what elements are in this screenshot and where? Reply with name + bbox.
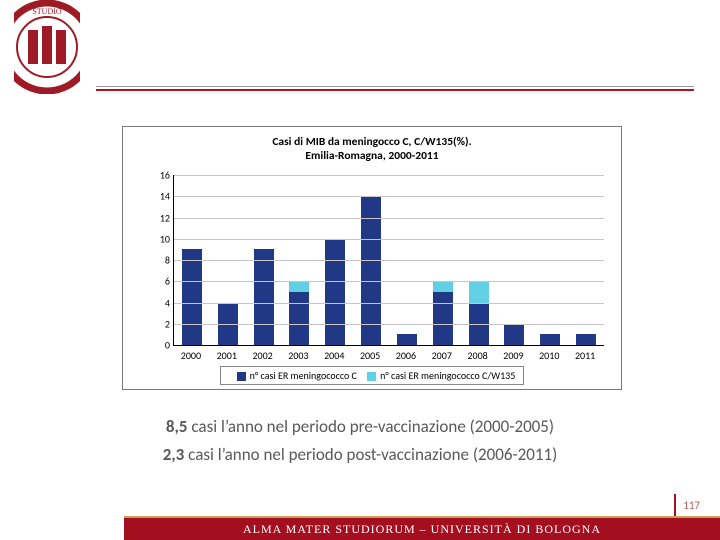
plot-area: 0246810121416 bbox=[173, 175, 604, 346]
gridline bbox=[174, 175, 604, 176]
bar-series-c bbox=[182, 249, 202, 345]
header-rule-gray bbox=[96, 86, 694, 87]
bar-series-c bbox=[254, 249, 274, 345]
chart-title-line2: Emilia-Romagna, 2000-2011 bbox=[305, 149, 438, 163]
chart-container: Casi di MIB da meningocco C, C/W135(%). … bbox=[122, 126, 622, 390]
slide: { "chart": { "type": "stacked-bar", "tit… bbox=[0, 0, 720, 540]
y-tick-label: 12 bbox=[140, 211, 170, 224]
chart-title-line1: Casi di MIB da meningocco C, C/W135(%). bbox=[272, 135, 471, 149]
caption-pre-vax: 8,5 casi l’anno nel periodo pre-vaccinaz… bbox=[0, 416, 720, 437]
gridline bbox=[174, 260, 604, 261]
caption-post-vax: 2,3 casi l’anno nel periodo post-vaccina… bbox=[0, 444, 720, 465]
legend-swatch-w bbox=[367, 372, 376, 381]
unibo-seal-logo: STUDIO bbox=[14, 0, 80, 94]
x-tick-label: 2004 bbox=[316, 349, 352, 362]
y-tick-label: 8 bbox=[140, 254, 170, 267]
footer: ALMA MATER STUDIORUM ‒ UNIVERSITÀ DI BOL… bbox=[0, 506, 720, 540]
bar-series-c bbox=[289, 292, 309, 345]
x-tick-label: 2003 bbox=[280, 349, 316, 362]
footer-bar: ALMA MATER STUDIORUM ‒ UNIVERSITÀ DI BOL… bbox=[124, 518, 720, 540]
x-tick-label: 2011 bbox=[567, 349, 603, 362]
bar-series-c bbox=[397, 334, 417, 345]
gridline bbox=[174, 196, 604, 197]
gridline bbox=[174, 324, 604, 325]
chart-title: Casi di MIB da meningocco C, C/W135(%). … bbox=[123, 135, 621, 163]
gridline bbox=[174, 218, 604, 219]
legend-box: n° casi ER meningococco C n° casi ER men… bbox=[220, 366, 525, 385]
x-tick-label: 2000 bbox=[173, 349, 209, 362]
bar-series-c bbox=[504, 324, 524, 345]
caption1-bold: 8,5 bbox=[166, 416, 188, 437]
bar-series-c bbox=[540, 334, 560, 345]
legend-swatch-c bbox=[237, 372, 246, 381]
y-tick-label: 4 bbox=[140, 296, 170, 309]
bar-series-w bbox=[289, 281, 309, 292]
gridline bbox=[174, 281, 604, 282]
header-rule-red bbox=[96, 89, 694, 91]
legend-label-w: n° casi ER meningococco C/W135 bbox=[380, 369, 515, 382]
x-tick-label: 2006 bbox=[388, 349, 424, 362]
bar-series-w bbox=[469, 281, 489, 302]
bar-series-w bbox=[433, 281, 453, 292]
y-tick-label: 16 bbox=[140, 169, 170, 182]
x-tick-label: 2001 bbox=[209, 349, 245, 362]
y-tick-label: 14 bbox=[140, 190, 170, 203]
caption2-bold: 2,3 bbox=[163, 444, 185, 465]
footer-text: ALMA MATER STUDIORUM ‒ UNIVERSITÀ DI BOL… bbox=[243, 522, 601, 536]
y-tick-label: 2 bbox=[140, 317, 170, 330]
bar-series-c bbox=[325, 239, 345, 345]
y-tick-label: 6 bbox=[140, 275, 170, 288]
x-tick-label: 2009 bbox=[495, 349, 531, 362]
x-tick-label: 2005 bbox=[352, 349, 388, 362]
bar-series-c bbox=[433, 292, 453, 345]
y-tick-label: 10 bbox=[140, 232, 170, 245]
legend-label-c: n° casi ER meningococco C bbox=[250, 369, 357, 382]
x-tick-label: 2010 bbox=[531, 349, 567, 362]
caption1-rest: casi l’anno nel periodo pre-vaccinazione… bbox=[188, 416, 555, 437]
y-tick-label: 0 bbox=[140, 339, 170, 352]
caption2-rest: casi l’anno nel periodo post-vaccinazion… bbox=[184, 444, 557, 465]
bar-series-c bbox=[576, 334, 596, 345]
x-tick-label: 2007 bbox=[424, 349, 460, 362]
x-tick-label: 2002 bbox=[245, 349, 281, 362]
gridline bbox=[174, 303, 604, 304]
x-tick-label: 2008 bbox=[460, 349, 496, 362]
svg-text:STUDIO: STUDIO bbox=[32, 7, 62, 16]
legend: n° casi ER meningococco C n° casi ER men… bbox=[123, 365, 621, 387]
gridline bbox=[174, 239, 604, 240]
bar-series-c bbox=[361, 196, 381, 345]
